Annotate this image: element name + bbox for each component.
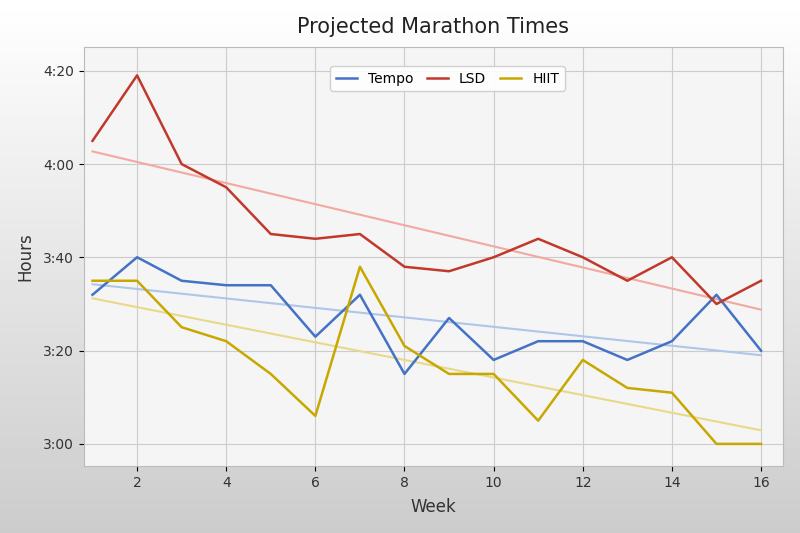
LSD (444, 268, 454, 274)
LSD (534, 236, 543, 242)
Tempo (177, 278, 186, 284)
HIIT (222, 338, 231, 344)
LSD (355, 231, 365, 237)
Tempo (88, 292, 98, 298)
X-axis label: Week: Week (410, 498, 456, 516)
LSD (578, 254, 587, 261)
HIIT (489, 371, 498, 377)
Tempo (400, 371, 410, 377)
HIIT (310, 413, 320, 419)
Tempo (266, 282, 275, 288)
LSD (132, 72, 142, 78)
Tempo (355, 292, 365, 298)
Line: LSD: LSD (93, 75, 761, 304)
Line: Tempo: Tempo (93, 257, 761, 374)
HIIT (622, 385, 632, 391)
LSD (266, 231, 275, 237)
HIIT (132, 278, 142, 284)
Title: Projected Marathon Times: Projected Marathon Times (298, 17, 570, 37)
Tempo (756, 348, 766, 354)
Tempo (444, 315, 454, 321)
LSD (177, 161, 186, 167)
Y-axis label: Hours: Hours (17, 232, 34, 281)
LSD (756, 278, 766, 284)
HIIT (756, 441, 766, 447)
Tempo (132, 254, 142, 261)
LSD (310, 236, 320, 242)
Tempo (622, 357, 632, 363)
LSD (712, 301, 722, 307)
HIIT (177, 324, 186, 330)
LSD (489, 254, 498, 261)
LSD (222, 184, 231, 190)
LSD (667, 254, 677, 261)
Tempo (489, 357, 498, 363)
LSD (400, 264, 410, 270)
Line: HIIT: HIIT (93, 267, 761, 444)
Tempo (667, 338, 677, 344)
Tempo (310, 334, 320, 340)
HIIT (578, 357, 587, 363)
HIIT (400, 343, 410, 349)
Legend: Tempo, LSD, HIIT: Tempo, LSD, HIIT (330, 66, 565, 91)
LSD (622, 278, 632, 284)
HIIT (667, 390, 677, 396)
Tempo (222, 282, 231, 288)
Tempo (534, 338, 543, 344)
HIIT (355, 264, 365, 270)
HIIT (88, 278, 98, 284)
HIIT (266, 371, 275, 377)
HIIT (534, 417, 543, 424)
Tempo (578, 338, 587, 344)
LSD (88, 138, 98, 144)
HIIT (712, 441, 722, 447)
HIIT (444, 371, 454, 377)
Tempo (712, 292, 722, 298)
